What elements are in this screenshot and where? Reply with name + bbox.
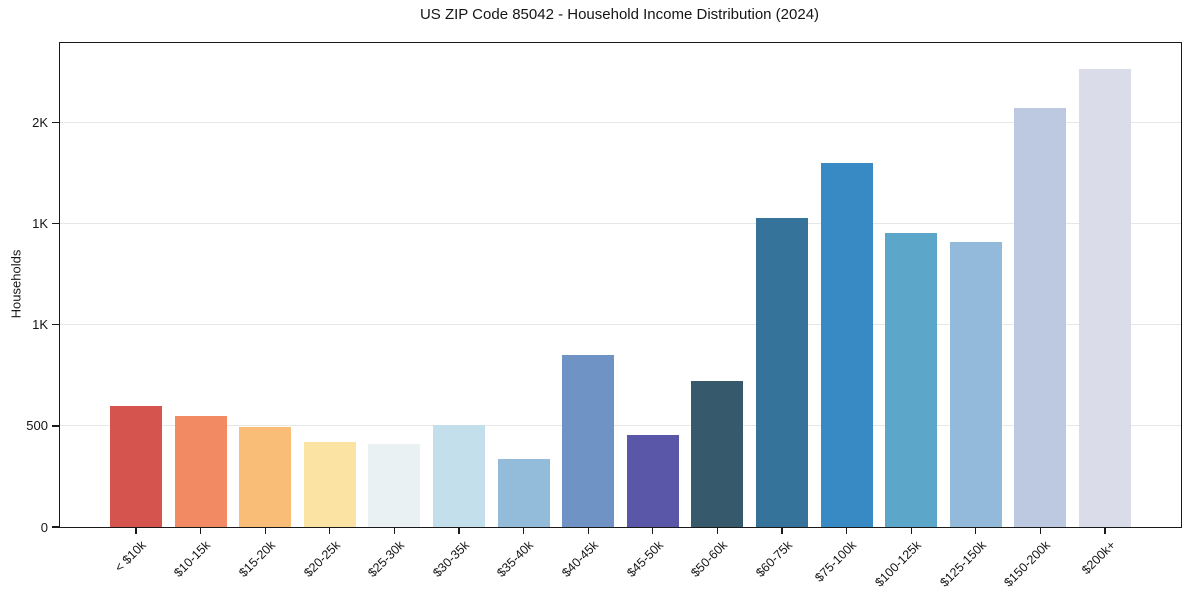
bar-25-30k xyxy=(368,444,421,527)
x-tick-mark xyxy=(845,527,848,534)
x-tick-mark xyxy=(1104,527,1106,534)
x-tick-mark xyxy=(975,527,977,534)
bar-50-60k xyxy=(691,381,744,527)
x-tick-mark xyxy=(522,527,525,534)
bar-75-100k xyxy=(820,162,873,527)
x-tick-mark xyxy=(716,527,719,534)
x-tick-label: $30-35k xyxy=(430,538,472,580)
bar-60-75k xyxy=(756,217,808,527)
x-tick-label: $50-60k xyxy=(688,538,731,580)
gridline xyxy=(60,121,1181,123)
y-tick-label: 1K xyxy=(32,317,48,333)
x-tick-label: $200k+ xyxy=(1078,538,1118,578)
y-tick-mark xyxy=(52,425,59,427)
x-tick-label: $35-40k xyxy=(494,538,537,580)
x-tick-label: $45-50k xyxy=(623,538,666,580)
x-tick-label: $15-20k xyxy=(236,538,279,580)
bar-10-15k xyxy=(174,415,227,527)
y-tick-mark xyxy=(52,222,59,225)
y-axis-label: Households xyxy=(8,249,24,319)
y-tick-mark xyxy=(52,324,59,326)
gridline xyxy=(60,425,1181,427)
x-tick-label: $10-15k xyxy=(171,538,214,580)
bar-125-150k xyxy=(949,241,1002,527)
bar-40-45k xyxy=(562,355,615,527)
bar-150-200k xyxy=(1014,108,1067,527)
y-tick-mark xyxy=(52,121,59,124)
x-tick-mark xyxy=(1039,527,1042,534)
x-tick-mark xyxy=(910,527,912,534)
x-tick-mark xyxy=(135,527,137,534)
bar-15-20k xyxy=(239,426,292,527)
x-tick-label: $125-150k xyxy=(937,538,989,590)
bar-35-40k xyxy=(497,459,550,527)
x-tick-mark xyxy=(393,527,396,534)
plot-area: 0 500 1K 1K 2K < $10k $10-15k $15-20k $20-25k $25… xyxy=(26,42,1182,590)
bar-45-50k xyxy=(626,434,679,527)
x-tick-mark xyxy=(458,527,460,534)
bar-10k xyxy=(110,405,162,527)
x-tick-label: $100-125k xyxy=(872,538,925,590)
bar-100-125k xyxy=(885,232,938,527)
x-tick-mark xyxy=(199,527,202,534)
bar-200k xyxy=(1079,68,1131,527)
x-tick-label: $20-25k xyxy=(300,538,343,580)
y-tick-label: 2K xyxy=(32,114,48,130)
bar-30-35k xyxy=(433,424,485,527)
gridline xyxy=(60,324,1181,326)
chart-title: US ZIP Code 85042 - Household Income Dis… xyxy=(419,6,820,23)
y-tick-label: 1K xyxy=(32,216,48,232)
x-tick-label: $150-200k xyxy=(1001,538,1054,590)
y-tick-label: 0 xyxy=(40,519,48,535)
x-tick-mark xyxy=(587,527,589,534)
x-tick-label: $75-100k xyxy=(812,538,860,585)
x-tick-label: $60-75k xyxy=(753,538,795,580)
gridline xyxy=(60,223,1181,225)
x-tick-label: $25-30k xyxy=(365,538,408,580)
x-tick-mark xyxy=(264,527,266,534)
x-tick-mark xyxy=(652,527,654,534)
x-tick-label: < $10k xyxy=(112,538,149,575)
bar-20-25k xyxy=(303,442,356,527)
y-tick-mark xyxy=(52,526,59,528)
x-tick-label: $40-45k xyxy=(559,538,602,580)
x-tick-mark xyxy=(329,527,331,534)
y-tick-label: 500 xyxy=(26,418,48,434)
x-tick-mark xyxy=(781,527,783,534)
